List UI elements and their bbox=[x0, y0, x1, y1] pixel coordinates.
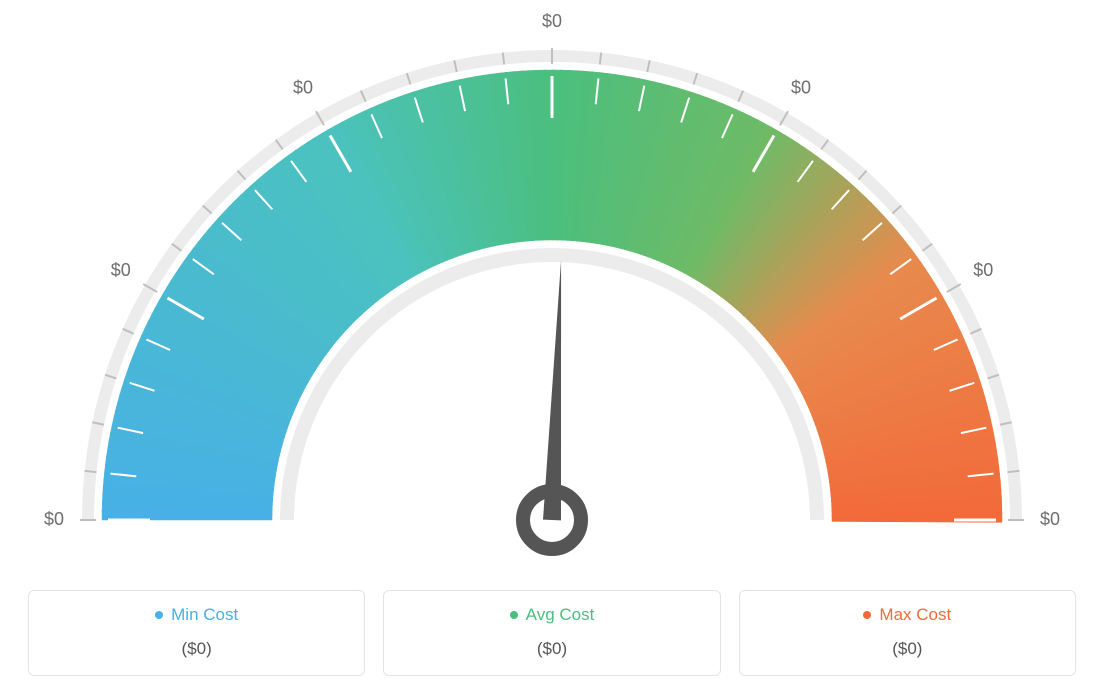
legend-value-avg: ($0) bbox=[394, 639, 709, 659]
gauge-tick-label: $0 bbox=[791, 77, 811, 97]
gauge-svg: $0 $0 $0 $0 $0 $0 $0 bbox=[0, 0, 1104, 560]
legend-card-min: Min Cost ($0) bbox=[28, 590, 365, 676]
legend-label-avg: Avg Cost bbox=[526, 605, 595, 625]
legend-value-max: ($0) bbox=[750, 639, 1065, 659]
legend-row: Min Cost ($0) Avg Cost ($0) Max Cost ($0… bbox=[28, 590, 1076, 676]
gauge-chart: $0 $0 $0 $0 $0 $0 $0 bbox=[0, 0, 1104, 560]
legend-card-max: Max Cost ($0) bbox=[739, 590, 1076, 676]
legend-label-min: Min Cost bbox=[171, 605, 238, 625]
gauge-tick-label: $0 bbox=[293, 77, 313, 97]
legend-dot-max bbox=[863, 611, 871, 619]
gauge-tick-label: $0 bbox=[44, 509, 64, 529]
legend-title-min: Min Cost bbox=[155, 605, 238, 625]
chart-container: $0 $0 $0 $0 $0 $0 $0 Min Cost ($0) Avg Cost ($… bbox=[0, 0, 1104, 690]
gauge-tick-label: $0 bbox=[973, 260, 993, 280]
legend-dot-min bbox=[155, 611, 163, 619]
gauge-tick-label: $0 bbox=[111, 260, 131, 280]
legend-dot-avg bbox=[510, 611, 518, 619]
legend-title-max: Max Cost bbox=[863, 605, 951, 625]
gauge-tick-label: $0 bbox=[542, 11, 562, 31]
gauge-tick-label: $0 bbox=[1040, 509, 1060, 529]
legend-title-avg: Avg Cost bbox=[510, 605, 595, 625]
gauge-needle bbox=[543, 260, 561, 520]
legend-card-avg: Avg Cost ($0) bbox=[383, 590, 720, 676]
legend-value-min: ($0) bbox=[39, 639, 354, 659]
legend-label-max: Max Cost bbox=[879, 605, 951, 625]
